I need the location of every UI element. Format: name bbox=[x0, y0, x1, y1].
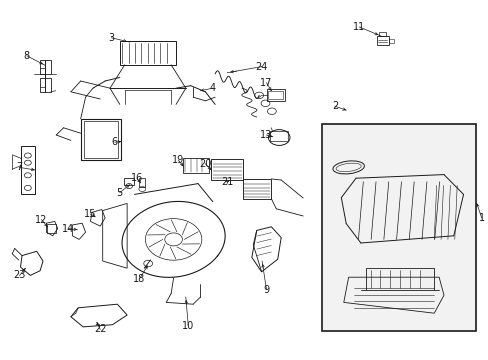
Text: 3: 3 bbox=[108, 33, 114, 43]
Bar bbox=[21, 146, 35, 194]
Text: 21: 21 bbox=[221, 177, 233, 187]
Text: 19: 19 bbox=[172, 155, 184, 165]
Bar bbox=[365, 268, 433, 290]
Bar bbox=[321, 124, 475, 331]
Bar bbox=[139, 178, 145, 187]
Text: 16: 16 bbox=[130, 173, 143, 183]
Text: 1: 1 bbox=[478, 213, 484, 223]
Bar bbox=[40, 78, 51, 92]
Bar bbox=[211, 159, 243, 180]
Text: 24: 24 bbox=[255, 62, 267, 72]
Bar bbox=[81, 119, 121, 160]
Bar bbox=[266, 89, 285, 101]
Bar bbox=[183, 158, 208, 173]
Bar bbox=[83, 121, 118, 158]
Bar bbox=[47, 224, 56, 233]
Bar bbox=[270, 131, 287, 141]
Bar bbox=[123, 178, 134, 185]
Bar bbox=[243, 179, 271, 199]
Text: 15: 15 bbox=[84, 209, 97, 219]
Bar bbox=[40, 60, 51, 74]
Text: 17: 17 bbox=[260, 78, 272, 88]
Bar bbox=[378, 32, 386, 36]
Text: 8: 8 bbox=[24, 51, 30, 61]
Text: 2: 2 bbox=[331, 101, 337, 111]
Text: 5: 5 bbox=[117, 188, 122, 198]
Text: 9: 9 bbox=[263, 285, 269, 295]
Text: 23: 23 bbox=[13, 270, 26, 280]
Bar bbox=[376, 36, 388, 45]
Text: 11: 11 bbox=[352, 22, 365, 32]
Text: 13: 13 bbox=[260, 130, 272, 140]
Text: 20: 20 bbox=[199, 159, 211, 169]
Bar bbox=[120, 41, 176, 65]
Text: 6: 6 bbox=[112, 137, 118, 147]
Text: 18: 18 bbox=[133, 274, 145, 284]
Text: 7: 7 bbox=[17, 162, 22, 172]
Text: 14: 14 bbox=[62, 224, 75, 234]
Text: 10: 10 bbox=[182, 321, 194, 331]
Bar bbox=[388, 39, 393, 43]
Text: 12: 12 bbox=[35, 215, 48, 225]
Text: 4: 4 bbox=[209, 83, 215, 93]
Text: 22: 22 bbox=[94, 324, 106, 334]
Bar bbox=[268, 91, 283, 99]
